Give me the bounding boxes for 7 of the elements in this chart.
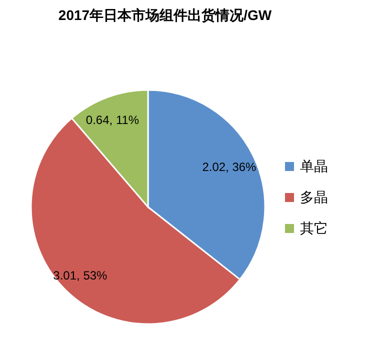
legend-label: 单晶: [300, 158, 328, 174]
legend-label: 多晶: [300, 189, 328, 205]
data-label: 3.01, 53%: [53, 268, 108, 283]
data-label: 2.02, 36%: [202, 160, 257, 174]
data-label: 0.64, 11%: [86, 113, 140, 128]
chart-title: 2017年日本市场组件出货情况/GW: [58, 7, 272, 23]
legend-label: 其它: [300, 220, 328, 236]
